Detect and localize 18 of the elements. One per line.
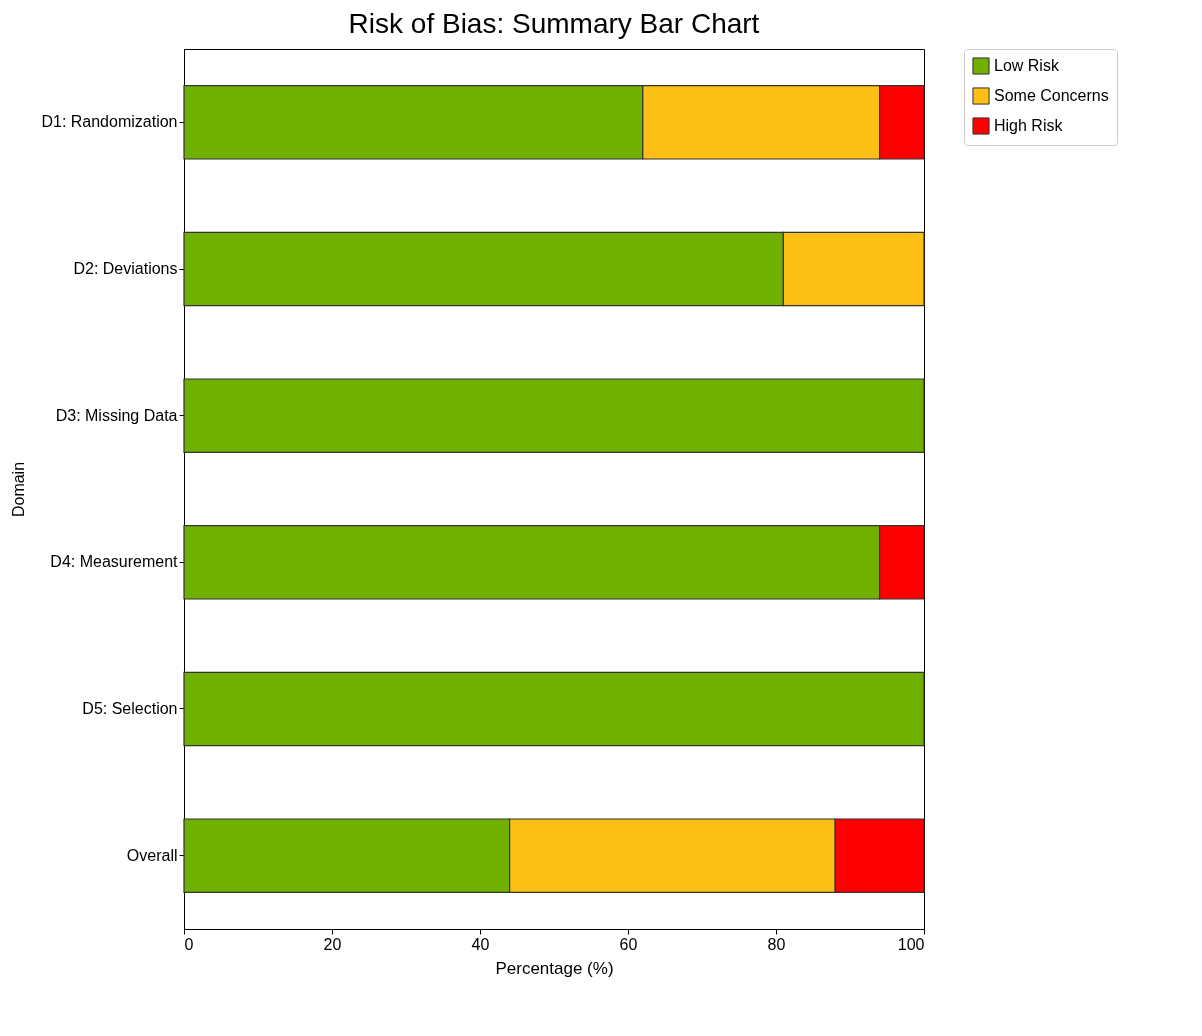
y-tick-label: D1: Randomization — [41, 113, 178, 131]
y-tick-label: D5: Selection — [82, 700, 178, 717]
y-tick-label: D3: Missing Data — [55, 406, 178, 424]
x-tick-label: 100 — [897, 935, 925, 953]
legend-label: Some Concerns — [994, 87, 1109, 104]
x-tick-label: 60 — [619, 935, 638, 953]
x-axis-title: Percentage (%) — [495, 958, 614, 978]
y-tick-label: D4: Measurement — [50, 553, 179, 571]
legend-label: Low Risk — [994, 57, 1060, 74]
legend-label: High Risk — [994, 117, 1064, 134]
x-tick-label: 40 — [471, 935, 490, 953]
y-axis-title: Domain — [10, 461, 28, 518]
chart-title: Risk of Bias: Summary Bar Chart — [348, 7, 760, 39]
x-tick-label: 80 — [767, 935, 786, 953]
x-tick-label: 0 — [184, 935, 194, 953]
y-tick-label: Overall — [126, 846, 178, 864]
x-tick-label: 20 — [323, 935, 342, 953]
y-tick-label: D2: Deviations — [73, 260, 178, 277]
